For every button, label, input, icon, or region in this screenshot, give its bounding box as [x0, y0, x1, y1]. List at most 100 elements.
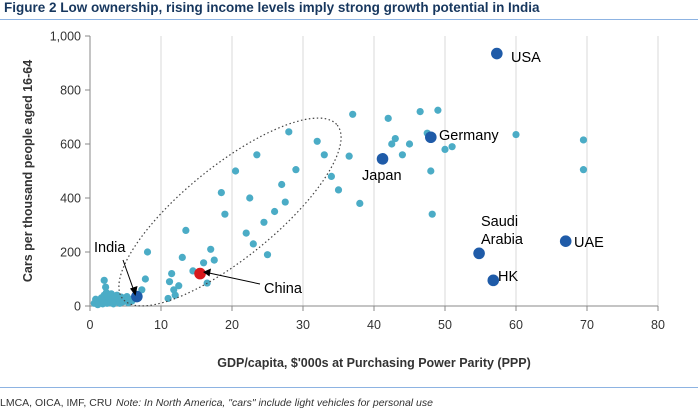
country-annotations: USA Germany Japan Saudi Arabia UAE HK In… — [94, 50, 604, 297]
point-saudi-arabia — [473, 247, 485, 260]
x-tick-label: 40 — [367, 318, 381, 332]
label-saudi-arabia-line1: Saudi — [481, 214, 518, 230]
scatter-point — [281, 198, 289, 206]
scatter-point — [313, 137, 321, 145]
scatter-point — [207, 245, 215, 253]
point-japan — [376, 153, 389, 165]
scatter-point — [434, 106, 442, 114]
label-germany: Germany — [439, 128, 499, 144]
point-germany — [425, 131, 437, 144]
scatter-point — [164, 294, 172, 303]
scatter-point — [356, 199, 364, 207]
scatter-point — [327, 172, 335, 180]
scatter-point — [263, 251, 272, 259]
scatter-point — [178, 253, 186, 261]
point-uae — [559, 235, 572, 247]
y-tick-label: 0 — [74, 300, 81, 314]
scatter-point — [143, 248, 152, 256]
y-tick-label: 800 — [60, 84, 81, 98]
scatter-point — [320, 151, 328, 159]
footnote-text: Note: In North America, "cars" include l… — [116, 397, 433, 409]
scatter-point — [428, 210, 436, 218]
scatter-point — [285, 128, 293, 136]
label-hk: HK — [498, 269, 518, 285]
scatter-point — [260, 218, 268, 226]
cluster-ellipse — [118, 117, 342, 307]
scatter-point — [579, 136, 588, 144]
arrow-china-head — [203, 268, 211, 277]
scatter-point — [171, 291, 179, 299]
scatter-point — [579, 166, 588, 174]
scatter-point — [231, 167, 240, 175]
x-tick-label: 30 — [296, 318, 310, 332]
label-china: China — [264, 281, 303, 297]
bottom-divider — [0, 387, 698, 388]
scatter-point — [210, 256, 218, 264]
label-india: India — [94, 240, 126, 256]
top-divider — [0, 19, 698, 20]
scatter-point — [349, 110, 357, 118]
point-hk — [487, 274, 500, 287]
scatter-point — [512, 130, 520, 139]
point-india — [131, 290, 143, 303]
label-japan: Japan — [362, 168, 402, 184]
arrow-india — [122, 259, 135, 292]
scatter-point — [441, 145, 449, 153]
scatter-point — [182, 226, 190, 234]
scatter-point — [271, 207, 279, 216]
scatter-point — [165, 278, 174, 286]
label-uae: UAE — [574, 235, 604, 251]
scatter-point — [416, 108, 424, 116]
footer: LMCA, OICA, IMF, CRU Note: In North Ameri… — [0, 397, 433, 409]
scatter-point — [388, 140, 396, 148]
scatter-point — [345, 152, 353, 160]
scatter-point — [217, 189, 225, 197]
scatter-point — [175, 282, 183, 290]
y-tick-label: 400 — [60, 192, 81, 206]
x-tick-label: 50 — [438, 318, 452, 332]
scatter-point — [168, 270, 176, 278]
scatter-point — [102, 283, 110, 291]
scatter-point — [448, 143, 456, 151]
scatter-point — [427, 167, 435, 175]
scatter-point — [141, 275, 149, 283]
scatter-point — [391, 135, 399, 143]
y-tick-label: 1,000 — [50, 30, 81, 44]
arrow-china — [208, 272, 261, 285]
label-usa: USA — [511, 50, 541, 66]
y-axis-ticks: 0 200 400 600 800 1,000 — [50, 30, 90, 314]
x-axis-ticks: 0 10 20 30 40 50 60 70 80 — [87, 306, 665, 332]
y-tick-label: 600 — [60, 138, 81, 152]
x-tick-label: 10 — [154, 318, 168, 332]
point-china — [194, 267, 206, 280]
x-tick-label: 20 — [225, 318, 239, 332]
scatter-point — [242, 229, 250, 237]
x-tick-label: 70 — [580, 318, 594, 332]
x-tick-label: 0 — [87, 318, 94, 332]
scatter-point — [221, 210, 229, 218]
y-axis-title: Cars per thousand people aged 16-64 — [21, 60, 35, 282]
point-usa — [491, 47, 503, 60]
scatter-point — [249, 240, 257, 248]
figure-title: Figure 2 Low ownership, rising income le… — [4, 0, 540, 15]
label-saudi-arabia-line2: Arabia — [481, 232, 524, 248]
arrow-india-head — [130, 286, 138, 296]
x-tick-label: 80 — [651, 318, 665, 332]
scatter-point — [100, 276, 108, 284]
highlighted-points — [131, 47, 572, 303]
gridlines — [160, 36, 659, 306]
source-text: LMCA, OICA, IMF, CRU — [0, 397, 113, 409]
scatter-point — [253, 151, 261, 159]
scatter-point — [200, 259, 208, 267]
scatter-point — [384, 114, 392, 122]
x-axis-title: GDP/capita, $'000s at Purchasing Power P… — [217, 356, 531, 370]
scatter-point — [334, 186, 343, 194]
scatter-point — [398, 151, 406, 159]
scatter-point — [405, 140, 414, 148]
y-tick-label: 200 — [60, 246, 81, 260]
scatter-point — [170, 286, 178, 294]
scatter-point — [292, 166, 300, 174]
scatter-point — [246, 194, 254, 202]
scatter-chart: 0 10 20 30 40 50 60 70 80 0 200 400 600 800 1,000 USA… — [21, 30, 665, 371]
x-tick-label: 60 — [509, 318, 523, 332]
